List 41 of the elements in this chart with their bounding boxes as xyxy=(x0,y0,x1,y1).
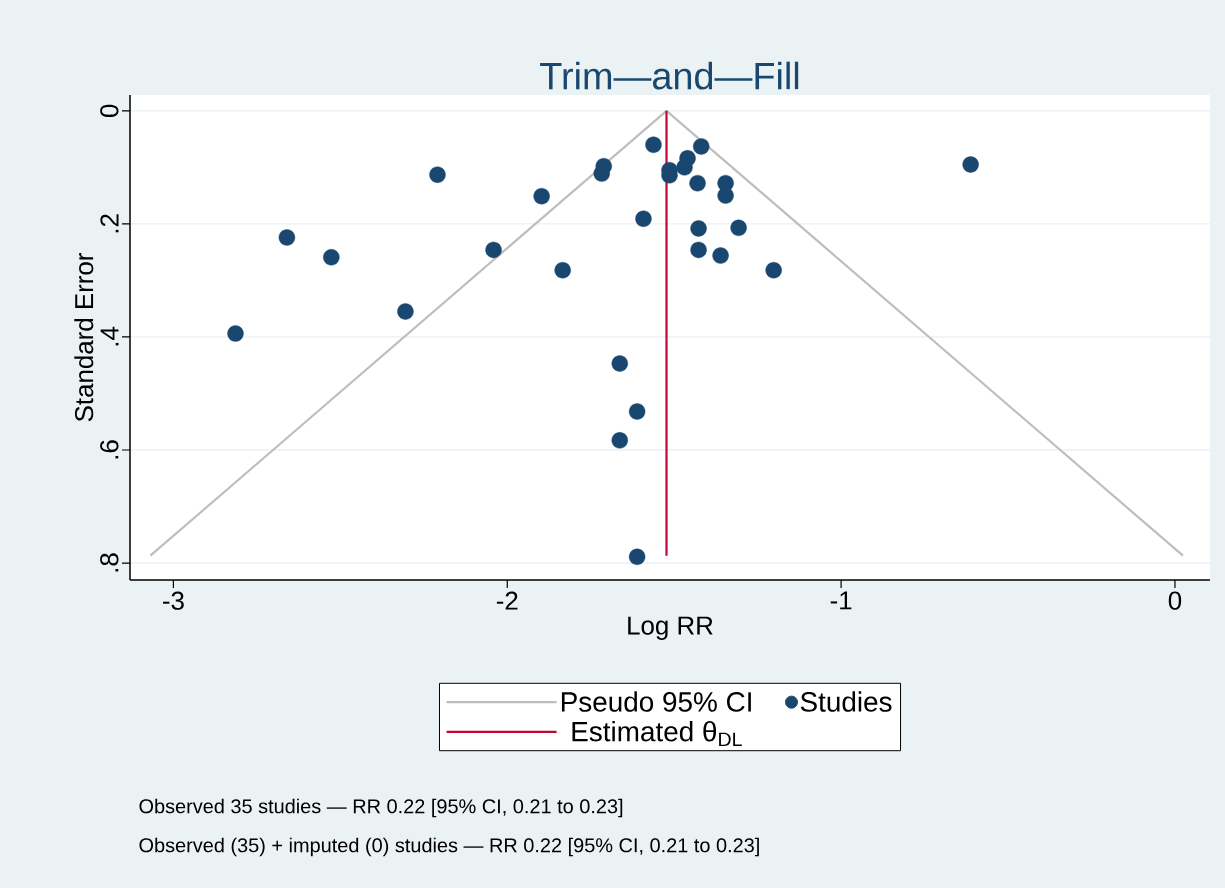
point xyxy=(397,303,414,320)
x-tick-label: -2 xyxy=(496,591,518,610)
point xyxy=(717,187,734,204)
chart-title: Trim—and—Fill xyxy=(540,61,799,90)
point xyxy=(278,229,296,246)
text: Observed 35 studies — RR 0.22 [95% CI, 0.21 to 0.23] xyxy=(139,798,623,818)
y-tick-label: 0 xyxy=(100,104,119,118)
point xyxy=(690,220,707,237)
point xyxy=(485,241,502,259)
point xyxy=(712,247,729,264)
y-tick-label: .6 xyxy=(100,440,119,459)
text: Observed (35) + imputed (0) studies — RR 0.22 [95% CI, 0.21 to 0.23] xyxy=(139,837,759,857)
y-axis-title: Standard Error xyxy=(74,253,94,422)
point xyxy=(690,241,707,259)
point xyxy=(765,262,782,279)
point xyxy=(730,219,747,237)
y-tick-label: .4 xyxy=(100,326,119,346)
point xyxy=(676,159,693,176)
point xyxy=(611,432,628,449)
point xyxy=(533,187,550,205)
point xyxy=(227,325,244,342)
point xyxy=(689,174,706,192)
point xyxy=(611,355,628,372)
point xyxy=(429,166,446,183)
point xyxy=(628,403,646,420)
point xyxy=(693,138,710,155)
point xyxy=(554,262,571,279)
y-tick-label: .2 xyxy=(100,214,119,233)
x-tick-label: -3 xyxy=(163,591,184,610)
legend-label: Estimated θ$_{DL}$ xyxy=(572,721,742,747)
y-tick-label: .8 xyxy=(100,553,119,572)
point xyxy=(628,548,646,566)
point xyxy=(962,156,979,173)
legend-label: Studies xyxy=(800,691,892,712)
x-tick-label: 0 xyxy=(1168,591,1182,610)
point xyxy=(323,249,340,266)
x-axis-title: Log RR xyxy=(628,616,713,640)
x-tick-label: -1 xyxy=(830,591,852,610)
point xyxy=(645,136,662,153)
legend-label: Pseudo 95% CI xyxy=(561,691,751,712)
point xyxy=(635,210,652,227)
